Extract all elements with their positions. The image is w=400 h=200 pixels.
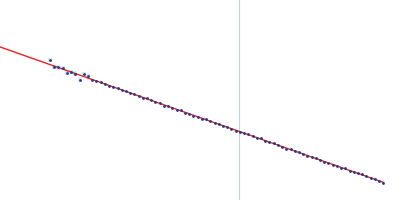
Point bbox=[350, 170, 357, 173]
Point bbox=[308, 155, 315, 159]
Point bbox=[325, 162, 332, 165]
Point bbox=[140, 96, 146, 99]
Point bbox=[173, 108, 180, 111]
Point bbox=[279, 145, 285, 148]
Point bbox=[161, 104, 167, 107]
Point bbox=[245, 132, 252, 135]
Point bbox=[313, 156, 319, 159]
Point bbox=[60, 66, 66, 70]
Point bbox=[359, 173, 366, 176]
Point bbox=[211, 121, 218, 124]
Point bbox=[262, 139, 268, 142]
Point bbox=[152, 101, 159, 104]
Point bbox=[342, 167, 348, 170]
Point bbox=[148, 99, 154, 102]
Point bbox=[194, 115, 201, 119]
Point bbox=[55, 66, 62, 69]
Point bbox=[266, 140, 273, 144]
Point bbox=[376, 179, 382, 183]
Point bbox=[123, 90, 129, 93]
Point bbox=[241, 131, 247, 135]
Point bbox=[283, 147, 290, 150]
Point bbox=[321, 160, 328, 163]
Point bbox=[85, 75, 91, 78]
Point bbox=[182, 111, 188, 114]
Point bbox=[330, 163, 336, 166]
Point bbox=[346, 169, 353, 172]
Point bbox=[254, 136, 260, 139]
Point bbox=[98, 81, 104, 84]
Point bbox=[338, 166, 344, 169]
Point bbox=[292, 149, 298, 153]
Point bbox=[144, 97, 150, 100]
Point bbox=[334, 164, 340, 168]
Point bbox=[355, 171, 361, 174]
Point bbox=[156, 102, 163, 105]
Point bbox=[304, 155, 310, 158]
Point bbox=[363, 175, 370, 178]
Point bbox=[114, 87, 121, 90]
Point bbox=[80, 72, 87, 75]
Point bbox=[136, 94, 142, 97]
Point bbox=[93, 79, 100, 83]
Point bbox=[110, 86, 116, 89]
Point bbox=[76, 78, 83, 81]
Point bbox=[237, 131, 243, 134]
Point bbox=[68, 70, 74, 74]
Point bbox=[368, 176, 374, 179]
Point bbox=[89, 78, 95, 81]
Point bbox=[207, 119, 214, 122]
Point bbox=[372, 177, 378, 181]
Point bbox=[232, 129, 239, 132]
Point bbox=[220, 124, 226, 127]
Point bbox=[287, 148, 294, 151]
Point bbox=[228, 127, 235, 131]
Point bbox=[203, 118, 209, 121]
Point bbox=[64, 71, 70, 74]
Point bbox=[118, 88, 125, 91]
Point bbox=[47, 59, 53, 62]
Point bbox=[186, 112, 192, 115]
Point bbox=[178, 109, 184, 112]
Point bbox=[380, 181, 386, 185]
Point bbox=[131, 92, 138, 95]
Point bbox=[169, 106, 176, 110]
Point bbox=[102, 82, 108, 86]
Point bbox=[106, 84, 112, 87]
Point bbox=[190, 114, 197, 118]
Point bbox=[51, 66, 58, 69]
Point bbox=[249, 134, 256, 138]
Point bbox=[224, 125, 230, 129]
Point bbox=[270, 142, 277, 145]
Point bbox=[216, 122, 222, 126]
Point bbox=[165, 104, 171, 108]
Point bbox=[296, 150, 302, 154]
Point bbox=[317, 159, 323, 162]
Point bbox=[258, 137, 264, 140]
Point bbox=[127, 92, 133, 95]
Point bbox=[275, 144, 281, 147]
Point bbox=[300, 153, 306, 156]
Point bbox=[72, 72, 78, 75]
Point bbox=[199, 117, 205, 120]
